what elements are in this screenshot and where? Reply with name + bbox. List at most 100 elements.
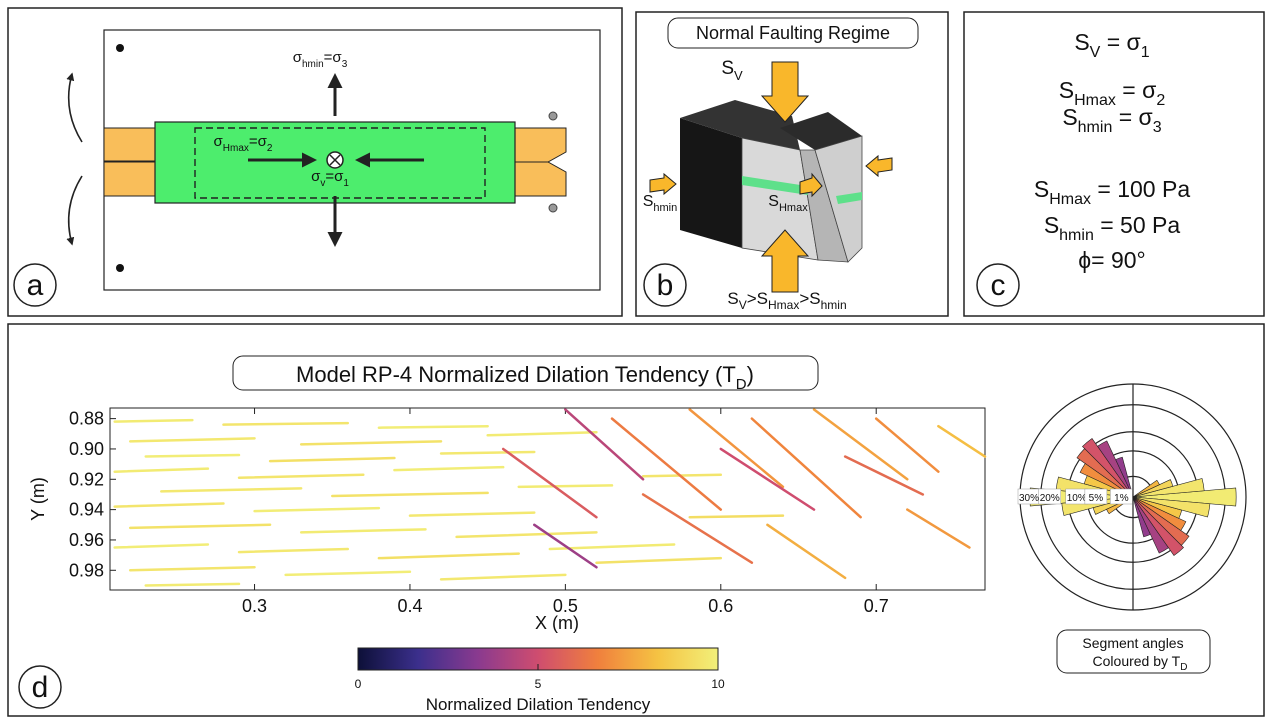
text-part: S [721,58,734,79]
text-part: = 50 Pa [1094,212,1181,238]
fault-segment [128,523,272,530]
text-part: = σ [1100,29,1140,55]
panel-label-circle [976,263,1020,307]
y-tick-label: 0.88 [69,409,104,429]
subscript: Hmax [1049,191,1091,208]
colorbar-label: Normalized Dilation Tendency [426,695,651,714]
fault-segment [408,511,536,517]
ring-label: 30% [1019,493,1039,504]
stress-line: SHmax = 100 Pa [1034,176,1190,208]
fault-segment [688,514,785,519]
text-part: S [1062,104,1077,130]
panel-c-frame [963,11,1265,317]
stress-label: SHmax [768,193,808,214]
text-part: S [1034,176,1049,202]
x-tick-label: 0.7 [864,596,889,616]
stress-line: SV = σ1 [1074,29,1149,61]
panel-label: b [657,269,674,302]
rose-petal [1076,448,1134,498]
fault-segment [486,431,598,437]
fault-segment [455,531,598,539]
panel-label-circle [643,263,687,307]
text-part: σ [214,133,224,150]
fault-segment [750,417,862,519]
y-tick-label: 0.96 [69,530,104,550]
fault-segment [144,582,241,587]
y-tick-label: 0.98 [69,560,104,580]
caption: Coloured by TD [1093,653,1188,673]
fault-segment [113,418,194,423]
ring-label-bg [1038,488,1061,505]
ring-label-bg [1110,488,1133,505]
stress-label: SV [721,58,743,83]
panel-label-circle [13,263,57,307]
y-tick-label: 0.94 [69,500,104,520]
stress-label: SV>SHmax>Shmin [727,289,846,312]
x-tick-label: 0.4 [397,596,422,616]
fault-segment [128,566,256,572]
fault-segment [812,408,909,481]
fault-segment [874,417,940,473]
subscript: Hmax [223,143,249,154]
x-tick-label: 0.3 [242,596,267,616]
fault-segment [160,487,303,493]
rose-petal [1079,463,1134,498]
fault-segment [377,552,520,560]
text-part: S [1074,29,1089,55]
stress-line: Shmin = σ3 [1062,104,1161,136]
rose-petal [1082,438,1134,498]
fault-segment [113,467,210,473]
ring-label: 5% [1089,493,1104,504]
y-tick-label: 0.92 [69,469,104,489]
fault-segment [688,408,785,489]
panel-b-drawing [649,17,919,293]
fault-segment [439,573,567,581]
fault-segment [843,455,925,496]
text-part: >S [747,289,768,308]
text-part: = 100 Pa [1091,176,1190,202]
rose-petal [1132,496,1190,546]
x-tick-label: 0.5 [553,596,578,616]
subscript: Hmax [768,298,799,312]
text-part: ) [747,362,754,387]
text-part: =σ [324,49,343,66]
fault-segment [113,502,225,508]
text-part: S [1044,212,1059,238]
y-tick-label: 0.90 [69,439,104,459]
colorbar-tick-label: 0 [355,677,362,691]
fault-segment [237,473,365,480]
subscript: V [739,298,747,312]
subscript: v [320,178,325,189]
rose-petal [1132,496,1211,518]
text-part: = σ [1116,77,1156,103]
fault-segment [610,417,723,511]
subscript: hmin [302,59,324,70]
subscript: 2 [1156,92,1165,109]
text-part: Model RP-4 Normalized Dilation Tendency … [296,362,736,387]
fault-segment [439,450,536,455]
fault-segment [128,437,256,443]
stress-line: Shmin = 50 Pa [1044,212,1181,244]
subscript: 3 [1153,119,1162,136]
text-part: >S [799,289,820,308]
y-axis-label: Y (m) [28,477,48,521]
text-part: S [643,193,654,210]
panel-label: c [991,269,1006,302]
subscript: hmin [1078,119,1113,136]
rose-petal [1132,479,1160,498]
subscript: 1 [343,178,349,189]
panel-title: Normal Faulting Regime [696,23,890,43]
ring-label-bg [1084,488,1108,505]
text-part: Coloured by T [1093,653,1181,669]
caption-box [1056,629,1211,674]
subscript: V [734,68,743,83]
x-tick-label: 0.6 [708,596,733,616]
stress-label: Shmin [643,193,678,214]
chart-title: Model RP-4 Normalized Dilation Tendency … [296,362,754,393]
fault-segment [268,456,396,463]
rose-petal [1132,496,1184,556]
colorbar-tick-label: 10 [711,677,725,691]
panel-label-circle [18,665,62,709]
stress-line: ϕ= 90° [1078,247,1145,273]
panel-d-frame [7,323,1265,717]
